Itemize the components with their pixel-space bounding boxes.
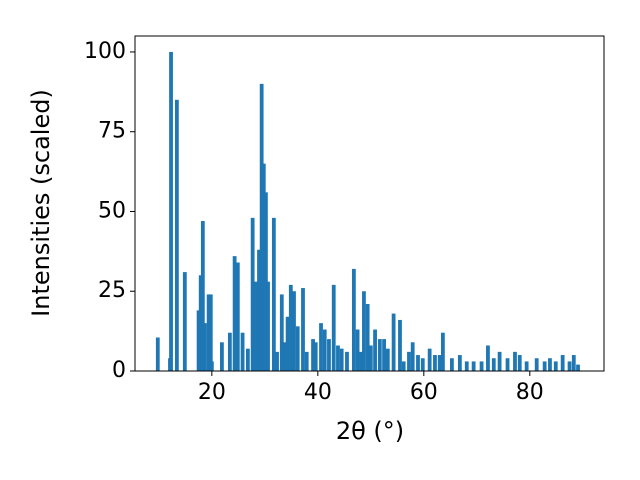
bar (385, 348, 390, 371)
bar (427, 348, 432, 371)
bar (486, 345, 490, 371)
bar (560, 355, 565, 371)
bar (257, 249, 261, 371)
bar (416, 355, 420, 371)
bar (382, 339, 386, 371)
bar (513, 351, 517, 371)
bar (322, 329, 327, 371)
bar (155, 337, 160, 371)
bar (227, 332, 232, 371)
bar (437, 355, 442, 371)
bar (208, 294, 213, 371)
bar (266, 281, 270, 371)
bar (235, 262, 240, 371)
y-tick-label: 0 (112, 358, 126, 383)
bar (331, 284, 336, 371)
bar (220, 342, 224, 371)
bar (553, 361, 558, 371)
bar (505, 358, 510, 371)
bar (327, 339, 331, 371)
bar (358, 351, 363, 371)
bar (206, 294, 211, 371)
bar (524, 361, 529, 371)
bar (391, 313, 396, 371)
bar (283, 342, 287, 371)
bar (373, 329, 377, 371)
bar (261, 163, 266, 371)
y-tick-label: 100 (84, 39, 126, 64)
bar (440, 332, 445, 371)
x-tick-label: 40 (304, 380, 332, 405)
bar (410, 342, 415, 371)
bar (275, 351, 279, 371)
y-tick-label: 25 (98, 278, 126, 303)
bar (517, 355, 522, 371)
bar (200, 221, 205, 371)
bar (301, 288, 305, 371)
bar (401, 361, 406, 371)
bar (253, 281, 258, 371)
bar (203, 323, 207, 371)
y-axis-label: Intensities (scaled) (27, 89, 55, 317)
bar (420, 358, 425, 371)
bar (174, 99, 179, 372)
bar (362, 291, 366, 371)
x-axis-label: 2θ (°) (336, 417, 404, 445)
bar (534, 358, 539, 371)
bar (571, 355, 576, 371)
bar (196, 310, 201, 371)
bar (433, 355, 437, 371)
bar (407, 351, 411, 371)
bar (263, 192, 268, 371)
y-tick-label: 50 (98, 198, 126, 223)
bar (398, 319, 402, 371)
bar (368, 345, 373, 371)
bar (279, 294, 284, 371)
bar (377, 339, 382, 371)
bar (198, 275, 203, 371)
bar (491, 358, 496, 371)
bar (209, 361, 214, 371)
bar (479, 361, 484, 371)
bar (355, 329, 360, 371)
bar (245, 348, 250, 371)
bar (576, 364, 580, 371)
bar (542, 361, 547, 371)
bar (271, 217, 276, 371)
bar (365, 304, 370, 371)
bar (548, 358, 552, 371)
bar (567, 361, 572, 371)
bar (292, 291, 296, 371)
bar (233, 316, 238, 371)
bar (471, 361, 476, 371)
bar (457, 355, 462, 371)
bar (232, 256, 237, 371)
bar (169, 51, 173, 371)
bar (311, 339, 315, 371)
bar (450, 358, 454, 371)
bar (313, 342, 318, 371)
bar (240, 332, 245, 371)
bar (339, 348, 344, 371)
bar (336, 345, 340, 371)
bar (464, 361, 469, 371)
x-tick-label: 60 (410, 380, 438, 405)
bar (250, 217, 255, 371)
bar (319, 323, 323, 371)
bar (288, 284, 293, 371)
plot-frame (134, 35, 605, 372)
y-tick-label: 75 (98, 119, 126, 144)
bar (497, 351, 502, 371)
bar (304, 351, 309, 371)
bar (285, 316, 290, 371)
bar (259, 83, 264, 371)
x-tick-label: 80 (516, 380, 544, 405)
x-tick-label: 20 (198, 380, 226, 405)
bar (295, 326, 300, 371)
bar (345, 351, 349, 371)
bar (351, 268, 356, 371)
bar (182, 272, 187, 371)
